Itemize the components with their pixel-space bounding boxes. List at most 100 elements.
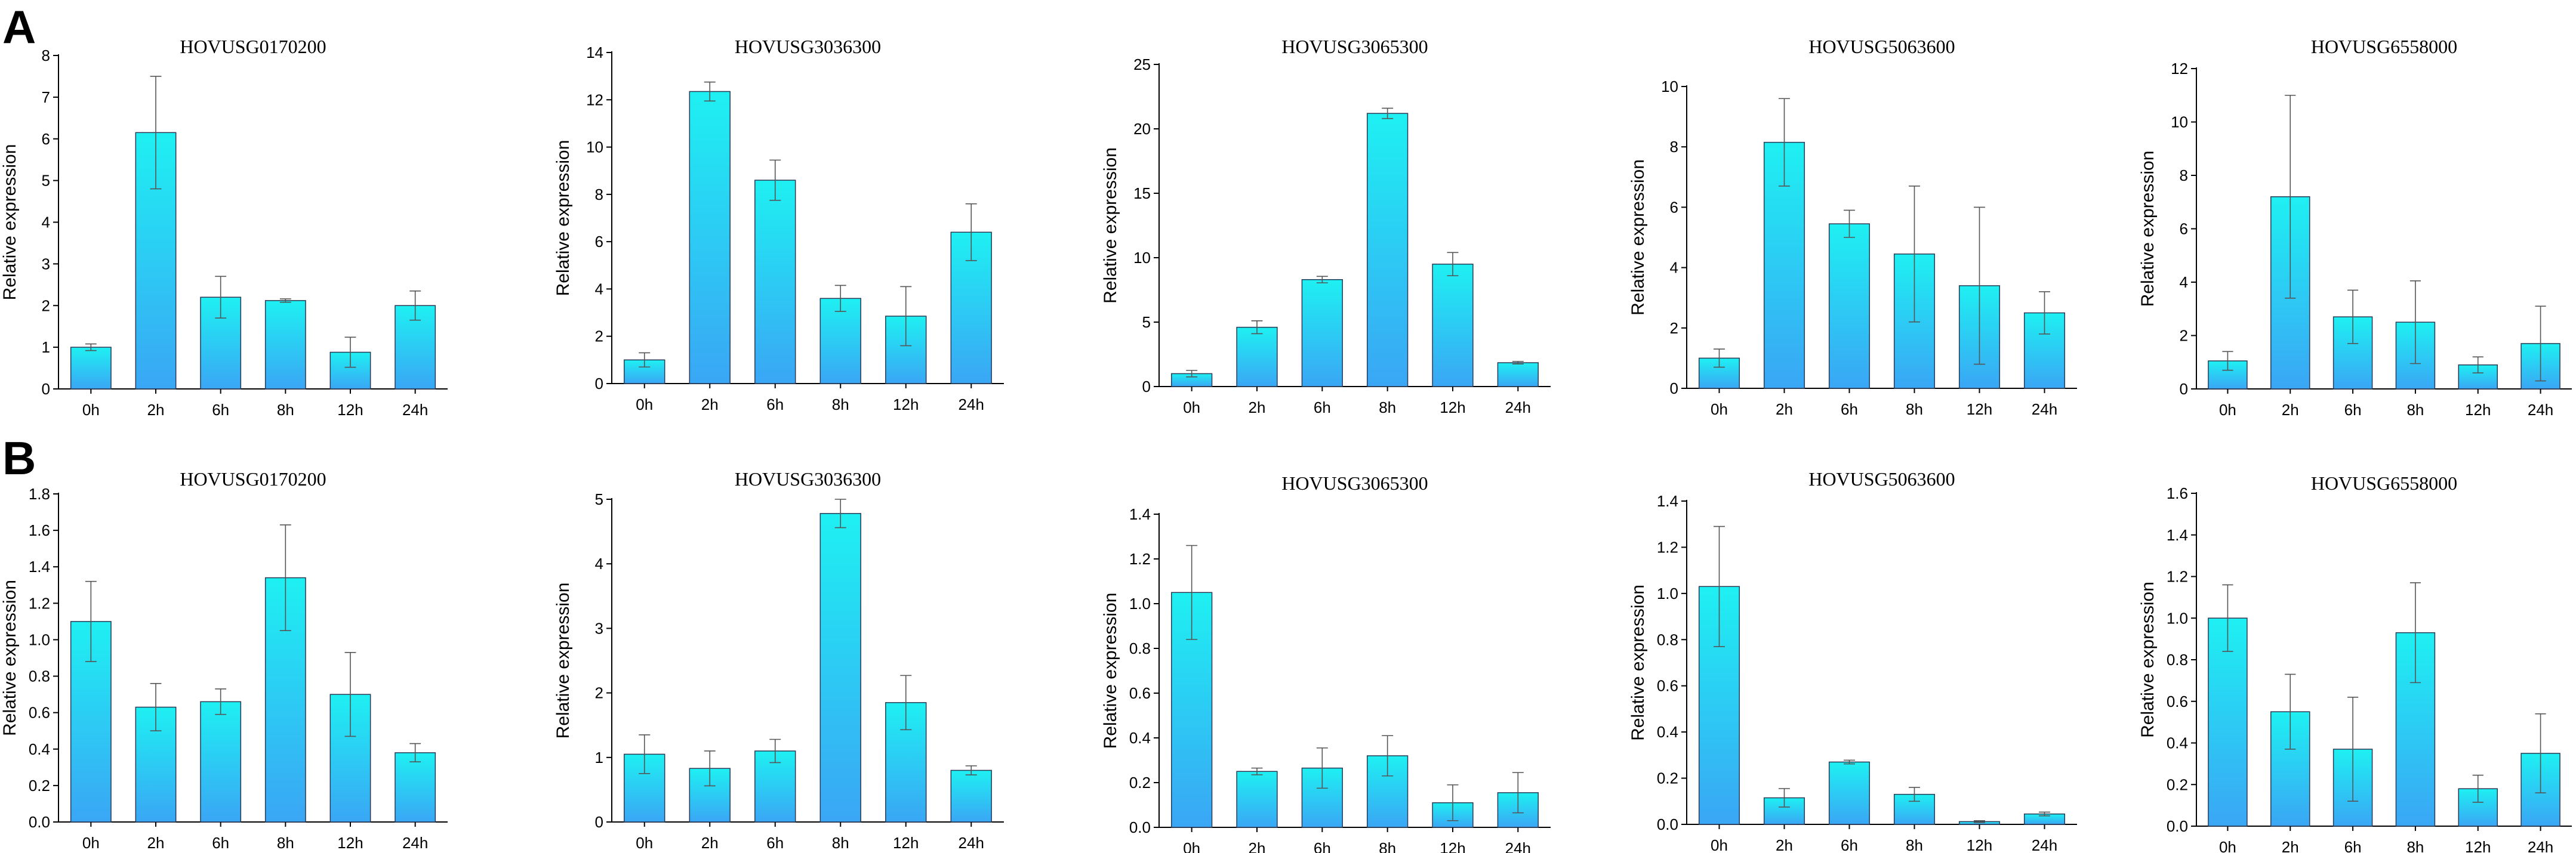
- x-tick-label: 2h: [147, 834, 165, 852]
- chart-8: HOVUSG3065300 Relative expression 0.0 0.2 0.…: [1101, 472, 1551, 853]
- x-tick-label: 2h: [2282, 838, 2299, 853]
- y-tick-label: 2: [1670, 319, 1678, 337]
- error-bar: [704, 750, 716, 787]
- y-tick-label: 1.2: [1129, 550, 1151, 568]
- y-tick-label: 8: [2180, 166, 2188, 184]
- y-tick-label: 0.0: [1657, 815, 1678, 833]
- x-tick-label: 24h: [2528, 401, 2553, 419]
- y-axis-label: Relative expression: [2138, 582, 2158, 738]
- x-tick-label: 0h: [82, 401, 100, 419]
- error-bar: [769, 738, 781, 764]
- y-tick-label: 25: [1133, 55, 1151, 73]
- y-tick-label: 0.8: [2167, 651, 2188, 669]
- error-bar: [704, 81, 716, 102]
- x-tick-label: 6h: [766, 834, 784, 852]
- y-tick-label: 5: [42, 172, 50, 190]
- error-bar: [1251, 320, 1263, 335]
- y-tick-label: 6: [595, 233, 603, 251]
- bar: [1432, 264, 1474, 387]
- error-bar: [1186, 545, 1198, 640]
- error-bar: [215, 688, 227, 715]
- y-tick-label: 0.4: [2167, 734, 2188, 752]
- error-bar: [1779, 788, 1790, 808]
- y-tick-label: 0.8: [1129, 639, 1151, 657]
- error-bar: [279, 524, 291, 631]
- y-tick-label: 0.6: [1657, 677, 1678, 695]
- error-bar: [1909, 787, 1920, 802]
- error-bar: [215, 276, 227, 319]
- x-tick-label: 8h: [277, 834, 294, 852]
- error-bar: [965, 203, 977, 261]
- y-tick-label: 6: [1670, 198, 1678, 216]
- bar: [70, 347, 112, 390]
- x-tick-label: 0h: [1183, 398, 1200, 416]
- y-tick-label: 1.6: [29, 521, 50, 539]
- y-tick-label: 0.6: [1129, 684, 1151, 702]
- error-bar: [900, 286, 912, 347]
- y-tick-label: 8: [1670, 138, 1678, 156]
- error-bar: [85, 580, 97, 662]
- chart-6: HOVUSG0170200 Relative expression 0.0 0.2 0.…: [0, 468, 448, 852]
- y-tick-label: 8: [42, 47, 50, 64]
- x-tick-label: 24h: [2528, 838, 2553, 853]
- error-bar: [2535, 713, 2546, 793]
- y-tick-label: 2: [42, 296, 50, 314]
- error-bar: [1382, 107, 1394, 119]
- y-axis-label: Relative expression: [1101, 593, 1120, 749]
- error-bar: [2409, 582, 2421, 684]
- y-tick-label: 5: [1142, 313, 1151, 331]
- y-axis-label: Relative expression: [0, 144, 20, 301]
- y-tick-label: 0: [42, 380, 50, 398]
- chart-title: HOVUSG3065300: [1281, 472, 1428, 494]
- x-tick-label: 12h: [1440, 398, 1465, 416]
- x-tick-label: 12h: [1967, 400, 1992, 418]
- x-tick-label: 2h: [701, 834, 719, 852]
- chart-title: HOVUSG0170200: [180, 36, 326, 57]
- x-tick-label: 6h: [212, 834, 229, 852]
- x-tick-label: 12h: [893, 834, 919, 852]
- y-tick-label: 0.4: [1129, 729, 1151, 747]
- error-bar: [1844, 759, 1855, 765]
- x-tick-label: 6h: [1314, 839, 1331, 853]
- bar: [264, 300, 306, 390]
- chart-4: HOVUSG5063600 Relative expression 0 2 4 6 8 10 0…: [1628, 36, 2077, 418]
- error-bar: [279, 298, 291, 303]
- y-axis-label: Relative expression: [1628, 585, 1648, 741]
- y-tick-label: 1.4: [2167, 526, 2188, 544]
- y-tick-label: 4: [595, 555, 603, 573]
- y-tick-label: 8: [595, 186, 603, 203]
- y-axis-label: Relative expression: [1101, 147, 1120, 304]
- x-tick-label: 6h: [1314, 398, 1331, 416]
- x-tick-label: 12h: [337, 401, 363, 419]
- x-tick-label: 0h: [2219, 401, 2236, 419]
- y-tick-label: 0.0: [29, 813, 50, 831]
- bar: [1367, 113, 1409, 387]
- y-tick-label: 0.6: [2167, 693, 2188, 710]
- y-tick-label: 5: [595, 490, 603, 508]
- error-bar: [150, 76, 162, 190]
- y-tick-label: 14: [586, 44, 603, 61]
- chart-10: HOVUSG6558000 Relative expression 0.0 0.2 0.…: [2138, 472, 2572, 853]
- bar: [200, 701, 242, 823]
- x-tick-label: 8h: [2406, 838, 2424, 853]
- error-bar: [2472, 774, 2483, 803]
- x-tick-label: 2h: [701, 395, 719, 413]
- x-tick-label: 8h: [1379, 839, 1396, 853]
- bar: [395, 752, 436, 823]
- error-bar: [1909, 186, 1920, 323]
- panel-letter-b: B: [2, 432, 36, 484]
- y-tick-label: 4: [2180, 273, 2188, 291]
- y-tick-label: 4: [42, 214, 50, 231]
- x-tick-label: 2h: [1249, 839, 1266, 853]
- chart-title: HOVUSG6558000: [2311, 36, 2457, 57]
- y-axis-label: Relative expression: [553, 583, 573, 739]
- x-tick-label: 8h: [832, 834, 849, 852]
- chart-3: HOVUSG3065300 Relative expression 0 5 10 15 20…: [1101, 36, 1551, 416]
- chart-title: HOVUSG3036300: [735, 36, 881, 57]
- x-tick-label: 2h: [147, 401, 165, 419]
- x-tick-label: 12h: [893, 395, 919, 413]
- error-bar: [900, 675, 912, 731]
- y-tick-label: 0: [1670, 379, 1678, 397]
- x-tick-label: 8h: [832, 395, 849, 413]
